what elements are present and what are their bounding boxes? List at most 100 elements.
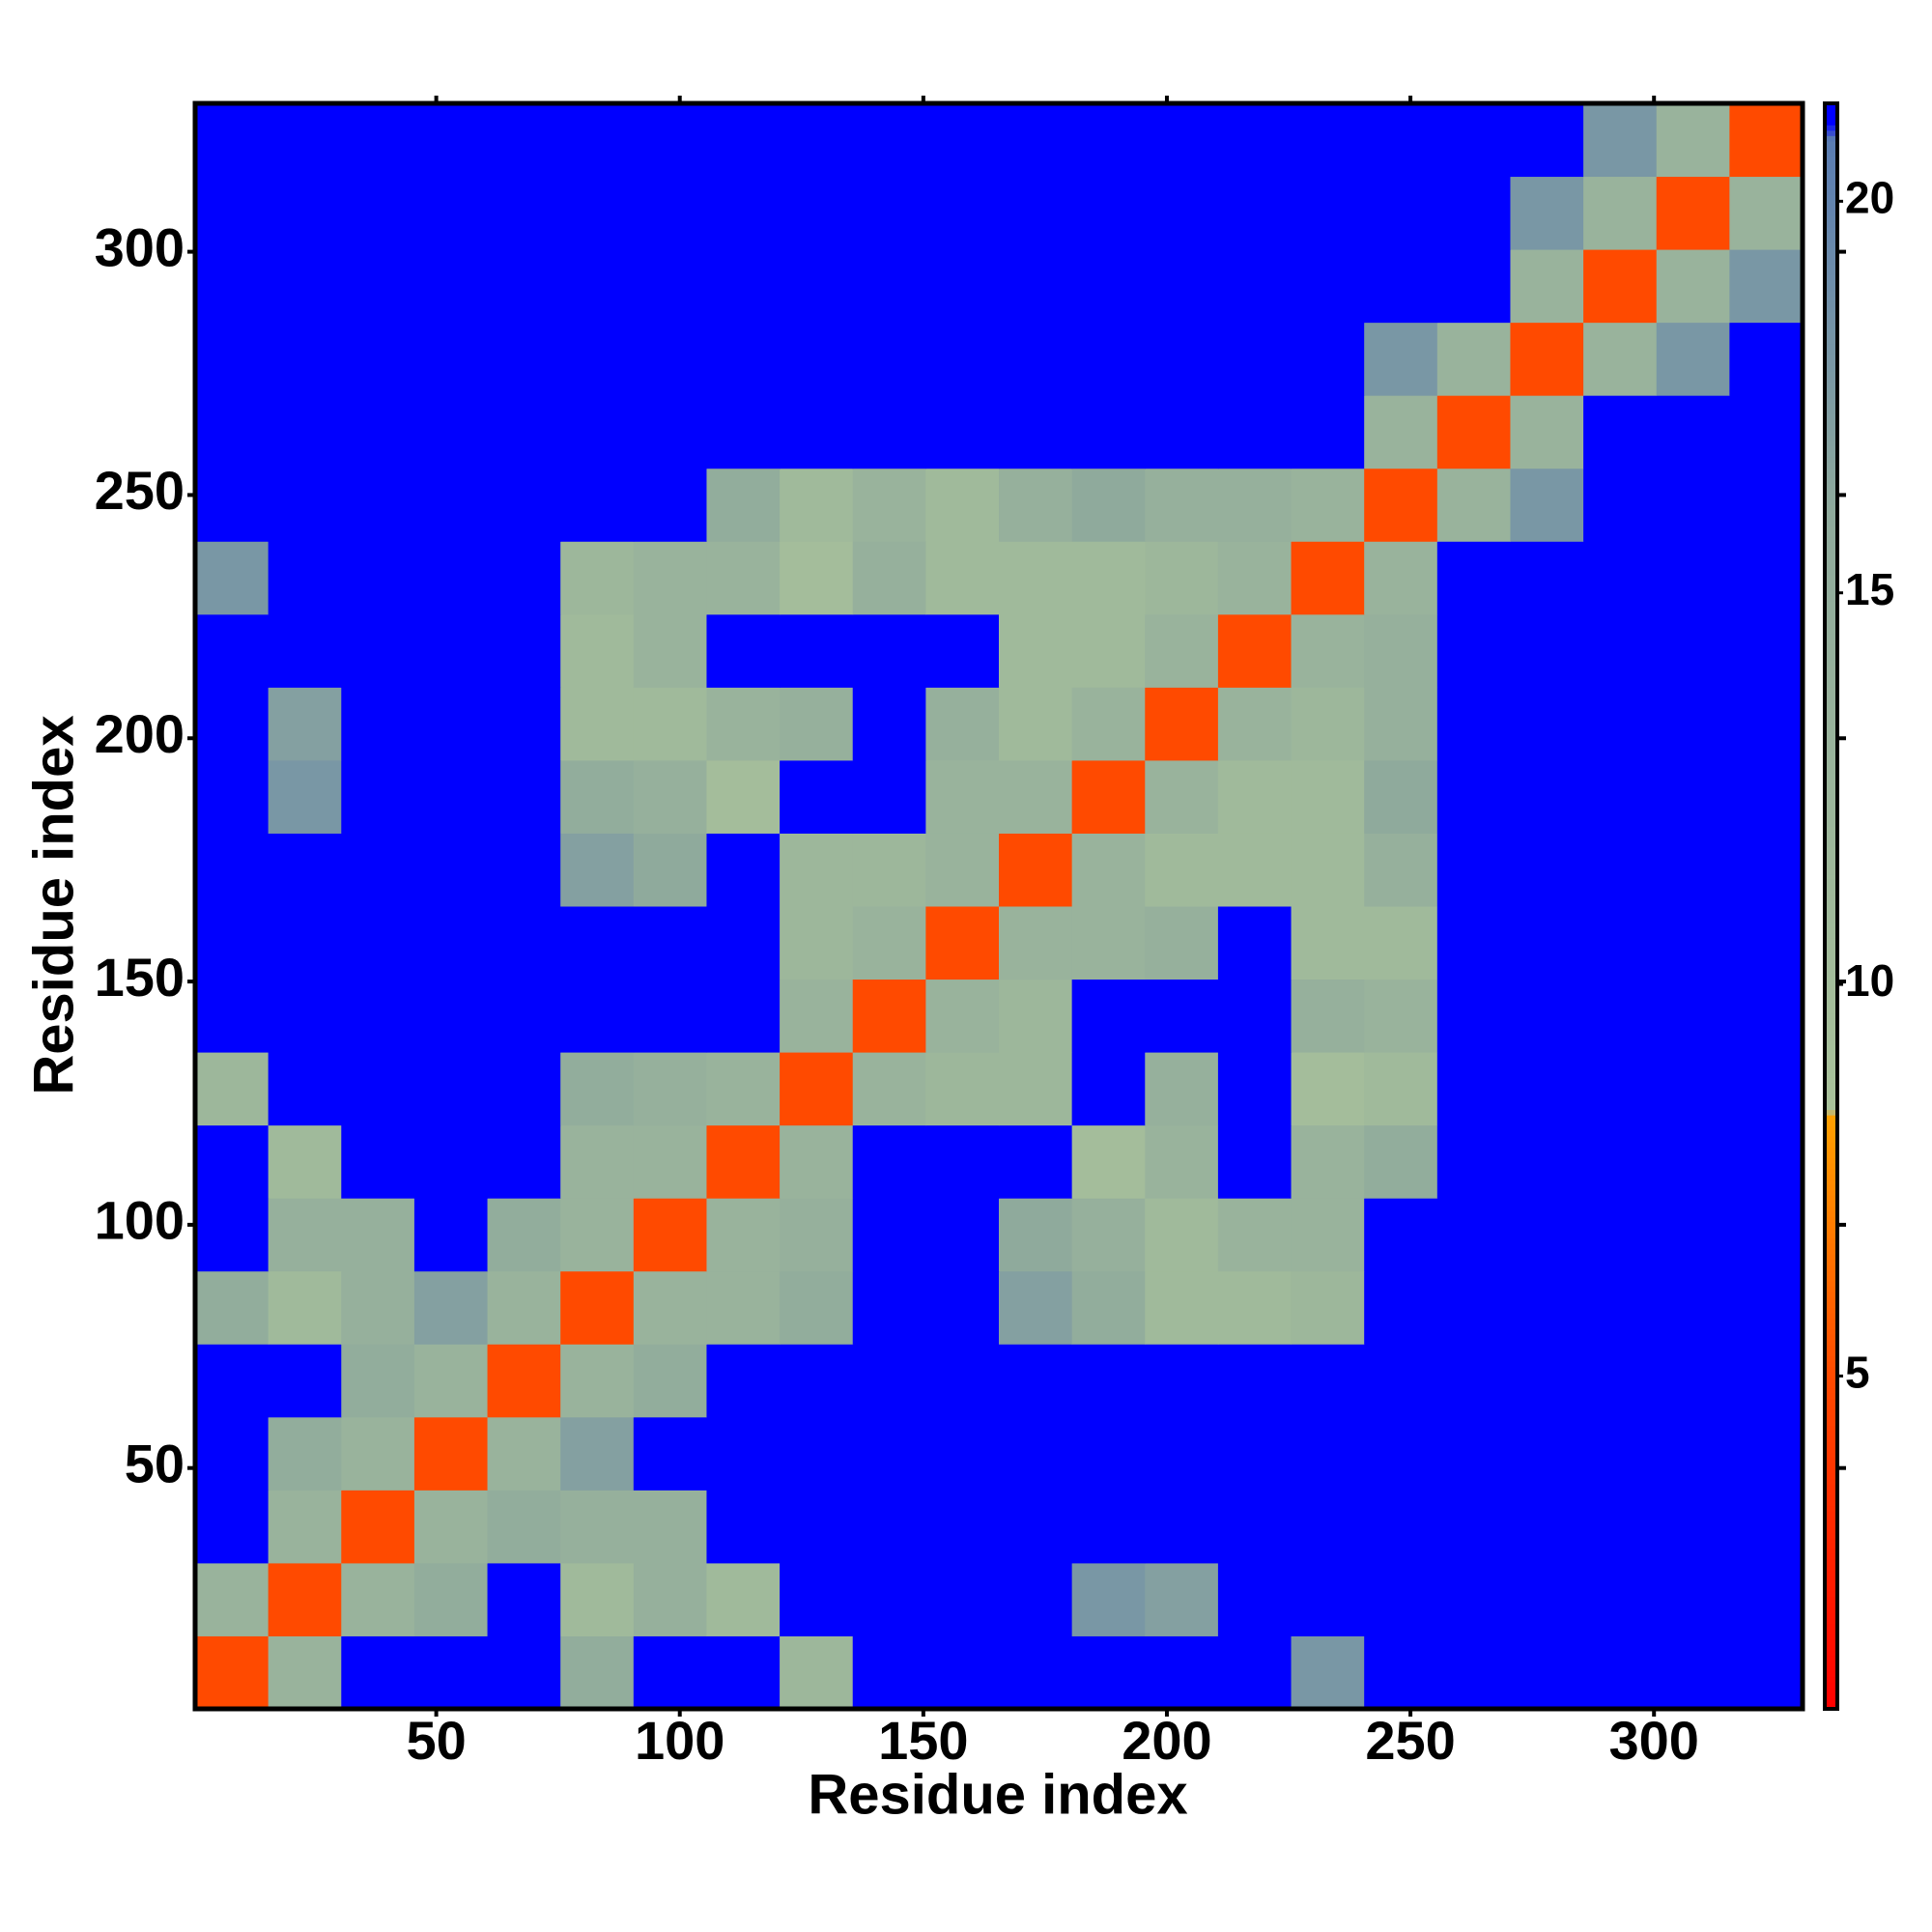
heatmap-cell [1291,1344,1365,1418]
heatmap-cell [1071,1052,1146,1126]
colorbar-segment [1825,1008,1837,1014]
heatmap-cell [1071,541,1146,615]
heatmap-cell [268,176,342,250]
heatmap-cell [925,249,1000,324]
heatmap-cell [1291,1490,1365,1564]
heatmap-cell [1656,1490,1730,1564]
heatmap-cell [1729,322,1804,396]
heatmap-cell [1071,833,1146,907]
heatmap-cell [413,1270,489,1345]
colorbar-segment [1825,1029,1837,1036]
heatmap-cell [1291,1270,1365,1345]
colorbar-segment [1825,1655,1837,1662]
heatmap-cell [413,687,489,761]
heatmap-cell [1071,979,1146,1053]
heatmap-cell [1510,1198,1584,1272]
heatmap-cell [1145,176,1219,250]
heatmap-cell [1071,468,1146,542]
heatmap-cell [487,613,561,688]
heatmap-cell [1583,1562,1658,1636]
heatmap-cell [1656,613,1730,688]
heatmap-cell [1217,759,1293,834]
heatmap-cell [706,322,781,396]
colorbar-segment [1825,1703,1837,1710]
heatmap-cell [1510,395,1584,469]
heatmap-cell [1583,687,1658,761]
heatmap-cell [1217,687,1293,761]
colorbar-segment [1825,1002,1837,1009]
heatmap-cell [780,1270,854,1345]
colorbar-segment [1825,359,1837,367]
heatmap-cell [1364,1052,1438,1126]
heatmap-cell [1583,468,1658,542]
heatmap-cell [1656,1270,1730,1345]
heatmap-cell [1510,1490,1584,1564]
colorbar-segment [1825,253,1837,260]
heatmap-cell [1145,541,1219,615]
heatmap-cell [780,1490,854,1564]
colorbar-segment [1825,814,1837,821]
colorbar-segment [1825,932,1837,939]
heatmap-cell [1510,1344,1584,1418]
colorbar-segment [1825,1345,1837,1351]
heatmap-cell [925,541,1000,615]
y-tick-label: 150 [95,947,185,1008]
heatmap-cell [780,176,854,250]
colorbar-segment [1825,376,1837,383]
heatmap-cell [706,1124,781,1199]
heatmap-cell [1291,833,1365,907]
colorbar-segment [1825,686,1837,693]
heatmap-cell [1071,1344,1146,1418]
colorbar-segment [1825,734,1837,741]
heatmap-cell [999,1344,1073,1418]
heatmap-cell [195,1270,270,1345]
heatmap-cell [1071,1124,1146,1199]
heatmap-cell [560,1198,635,1272]
colorbar-segment [1825,418,1837,425]
x-axis-title: Residue index [808,1763,1187,1826]
heatmap-cell [1071,395,1146,469]
heatmap-cell [1510,979,1584,1053]
colorbar-segment [1825,515,1837,522]
heatmap-cell [1436,249,1511,324]
colorbar-segment [1825,922,1837,928]
colorbar-segment [1825,1484,1837,1491]
heatmap-cell [852,103,926,178]
heatmap-cell [195,613,270,688]
colorbar-segment [1825,778,1837,784]
colorbar-segment [1825,959,1837,966]
heatmap-cell [1145,395,1219,469]
heatmap-cell [1729,1052,1804,1126]
heatmap-cell [1291,176,1365,250]
heatmap-cell [413,468,489,542]
heatmap-cell [195,1052,270,1126]
heatmap-cell [413,1562,489,1636]
heatmap-cell [1729,1124,1804,1199]
heatmap-cell [195,249,270,324]
colorbar-segment [1825,1115,1837,1122]
heatmap-cell [268,1198,342,1272]
heatmap-cell [1436,613,1511,688]
colorbar-segment [1825,146,1837,153]
heatmap-cell [1071,906,1146,980]
heatmap-cell [413,759,489,834]
colorbar-segment [1825,1452,1837,1459]
colorbar-segment [1825,868,1837,875]
colorbar-segment [1825,713,1837,720]
heatmap-cell [706,1052,781,1126]
heatmap-cell [1583,759,1658,834]
heatmap-cell [706,176,781,250]
colorbar-segment [1825,1301,1837,1309]
heatmap-cell [1145,759,1219,834]
colorbar-tick-label: 15 [1845,564,1894,614]
colorbar-segment [1825,895,1837,902]
colorbar-segment [1825,435,1837,441]
colorbar-segment [1825,1313,1837,1320]
heatmap-cell [1217,1490,1293,1564]
colorbar-segment [1825,580,1837,586]
colorbar-segment [1825,788,1837,795]
colorbar: 5 10 15 20 [1823,101,1894,1711]
colorbar-segment [1825,237,1837,243]
heatmap-cell [852,395,926,469]
